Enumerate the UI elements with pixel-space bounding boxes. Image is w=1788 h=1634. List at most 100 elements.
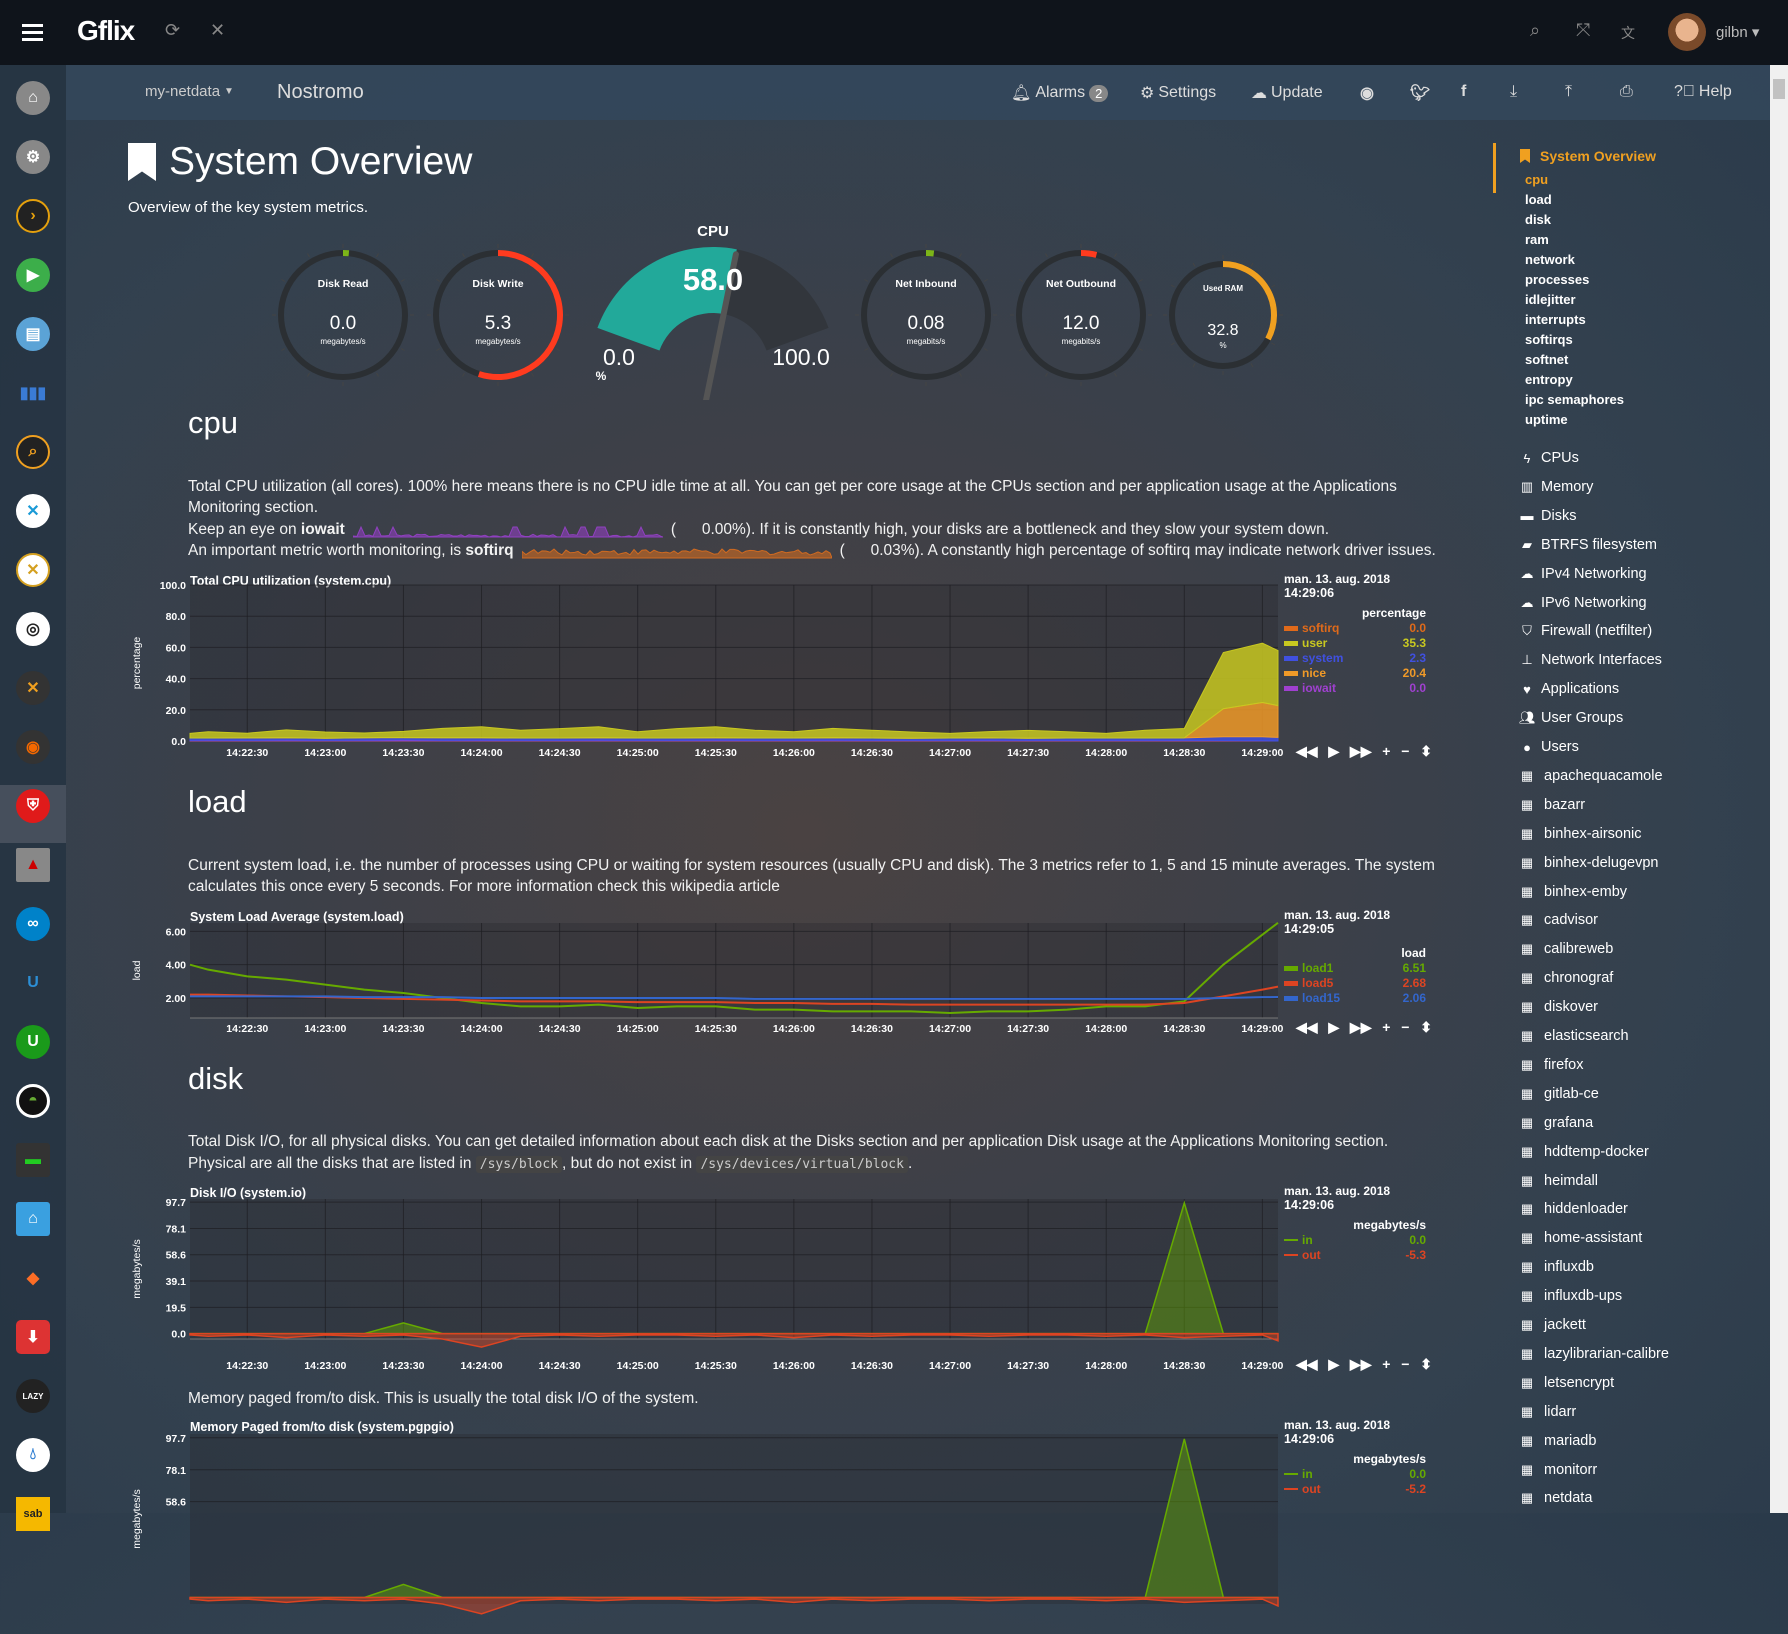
rightnav-subitem-network[interactable]: network (1525, 252, 1575, 267)
rightnav-subitem-uptime[interactable]: uptime (1525, 412, 1568, 427)
rightnav-item-binhex-delugevpn[interactable]: ▦binhex-delugevpn (1519, 855, 1658, 871)
search-icon[interactable]: ⌕ (1530, 20, 1540, 41)
rightnav-subitem-processes[interactable]: processes (1525, 272, 1589, 287)
rightnav-item-firefox[interactable]: ▦firefox (1519, 1057, 1584, 1073)
play-button[interactable]: ▶ (1328, 1019, 1339, 1036)
rightnav-item-hddtemp-docker[interactable]: ▦hddtemp-docker (1519, 1144, 1649, 1160)
rightnav-subitem-cpu[interactable]: cpu (1525, 172, 1548, 187)
rightnav-item-firewall-netfilter-[interactable]: ⛉Firewall (netfilter) (1519, 623, 1652, 639)
rightnav-item-ipv6-networking[interactable]: ☁IPv6 Networking (1519, 595, 1647, 611)
bitwarden-app-icon[interactable]: ⛨ (16, 789, 50, 823)
rightnav-item-lidarr[interactable]: ▦lidarr (1519, 1404, 1576, 1420)
user-menu[interactable]: gilbn ▾ (1716, 23, 1759, 41)
zoom-out-button[interactable]: − (1401, 1356, 1409, 1373)
zoom-out-button[interactable]: − (1401, 743, 1409, 760)
home-app-icon[interactable]: ⌂ (16, 81, 50, 115)
avatar[interactable] (1668, 13, 1706, 51)
github-icon[interactable]: ◉ (1360, 83, 1374, 103)
host-name[interactable]: Nostromo (277, 81, 364, 104)
lazylibrarian-app-icon[interactable]: LAZY (16, 1379, 50, 1413)
rightnav-item-heimdall[interactable]: ▦heimdall (1519, 1173, 1598, 1189)
zoom-in-button[interactable]: + (1382, 1019, 1390, 1036)
rightnav-item-user-groups[interactable]: 👥︎User Groups (1519, 710, 1623, 726)
update-button[interactable]: ☁Update (1251, 83, 1323, 103)
rightnav-item-mariadb[interactable]: ▦mariadb (1519, 1433, 1596, 1449)
brand-logo[interactable]: Gflix (77, 15, 134, 47)
pan-left-button[interactable]: ◀◀ (1296, 743, 1318, 760)
resize-handle[interactable]: ⬍ (1420, 1019, 1432, 1036)
settings-button[interactable]: ⚙Settings (1140, 83, 1216, 103)
rightnav-item-hiddenloader[interactable]: ▦hiddenloader (1519, 1201, 1628, 1217)
rightnav-item-binhex-airsonic[interactable]: ▦binhex-airsonic (1519, 826, 1642, 842)
twitter-icon[interactable]: 🐦︎ (1410, 83, 1430, 103)
refresh-icon[interactable]: ⟳ (165, 20, 180, 41)
rightnav-item-home-assistant[interactable]: ▦home-assistant (1519, 1230, 1642, 1246)
pan-right-button[interactable]: ▶▶ (1350, 1356, 1372, 1373)
pan-right-button[interactable]: ▶▶ (1350, 743, 1372, 760)
rightnav-subitem-ram[interactable]: ram (1525, 232, 1549, 247)
pan-left-button[interactable]: ◀◀ (1296, 1356, 1318, 1373)
rightnav-subitem-disk[interactable]: disk (1525, 212, 1551, 227)
play-button[interactable]: ▶ (1328, 743, 1339, 760)
rightnav-item-network-interfaces[interactable]: ⊥Network Interfaces (1519, 652, 1662, 668)
rightnav-subitem-entropy[interactable]: entropy (1525, 372, 1573, 387)
resize-handle[interactable]: ⬍ (1420, 743, 1432, 760)
rightnav-item-gitlab-ce[interactable]: ▦gitlab-ce (1519, 1086, 1599, 1102)
organizr-app-icon[interactable]: ▬ (16, 1143, 50, 1177)
print-icon[interactable]: ⎙ (1620, 83, 1633, 101)
resize-handle[interactable]: ⬍ (1420, 1356, 1432, 1373)
rightnav-item-netdata[interactable]: ▦netdata (1519, 1490, 1592, 1506)
facebook-icon[interactable]: f (1461, 83, 1466, 101)
rightnav-item-grafana[interactable]: ▦grafana (1519, 1115, 1593, 1131)
rightnav-subitem-ipc-semaphores[interactable]: ipc semaphores (1525, 392, 1624, 407)
rightnav-subitem-interrupts[interactable]: interrupts (1525, 312, 1586, 327)
rightnav-item-influxdb[interactable]: ▦influxdb (1519, 1259, 1594, 1275)
hamburger-icon[interactable] (22, 24, 43, 41)
diskover-app-icon[interactable]: ◓ (16, 1084, 50, 1118)
zoom-in-button[interactable]: + (1382, 1356, 1390, 1373)
help-button[interactable]: ?⃝Help (1674, 83, 1732, 101)
host-menu[interactable]: my-netdata▼ (145, 83, 234, 100)
rightnav-subitem-load[interactable]: load (1525, 192, 1552, 207)
ombi-app-icon[interactable]: ⌕ (16, 435, 50, 469)
rightnav-item-diskover[interactable]: ▦diskover (1519, 999, 1598, 1015)
zoom-out-button[interactable]: − (1401, 1019, 1409, 1036)
rightnav-item-monitorr[interactable]: ▦monitorr (1519, 1462, 1597, 1478)
emby-app-icon[interactable]: ✕ (16, 494, 50, 528)
rightnav-item-elasticsearch[interactable]: ▦elasticsearch (1519, 1028, 1629, 1044)
rightnav-item-binhex-emby[interactable]: ▦binhex-emby (1519, 884, 1627, 900)
legend-item-out[interactable]: out-5.2 (1284, 1481, 1426, 1496)
upload-icon[interactable]: ⤒ (1565, 83, 1572, 101)
zoom-in-button[interactable]: + (1382, 743, 1390, 760)
rightnav-active-section[interactable]: System Overview (1520, 148, 1656, 164)
pan-left-button[interactable]: ◀◀ (1296, 1019, 1318, 1036)
rightnav-subitem-softirqs[interactable]: softirqs (1525, 332, 1573, 347)
settings-app-icon[interactable]: ⚙ (16, 140, 50, 174)
translate-icon[interactable]: 文 (1621, 23, 1635, 43)
rightnav-item-lazylibrarian-calibre[interactable]: ▦lazylibrarian-calibre (1519, 1346, 1669, 1362)
rightnav-item-influxdb-ups[interactable]: ▦influxdb-ups (1519, 1288, 1622, 1304)
load-description-2[interactable]: calculates this once every 5 seconds. Fo… (188, 878, 780, 896)
rightnav-subitem-idlejitter[interactable]: idlejitter (1525, 292, 1576, 307)
play-button[interactable]: ▶ (1328, 1356, 1339, 1373)
rightnav-item-letsencrypt[interactable]: ▦letsencrypt (1519, 1375, 1614, 1391)
rightnav-item-memory[interactable]: ▥Memory (1519, 479, 1593, 495)
rightnav-item-jackett[interactable]: ▦jackett (1519, 1317, 1586, 1333)
rightnav-item-bazarr[interactable]: ▦bazarr (1519, 797, 1585, 813)
legend-item-out[interactable]: out-5.3 (1284, 1247, 1426, 1262)
fullscreen-icon[interactable]: ⤧ (1576, 20, 1590, 41)
close-icon[interactable]: ✕ (210, 20, 225, 41)
rightnav-item-ipv4-networking[interactable]: ☁IPv4 Networking (1519, 566, 1647, 582)
rightnav-item-calibreweb[interactable]: ▦calibreweb (1519, 941, 1613, 957)
